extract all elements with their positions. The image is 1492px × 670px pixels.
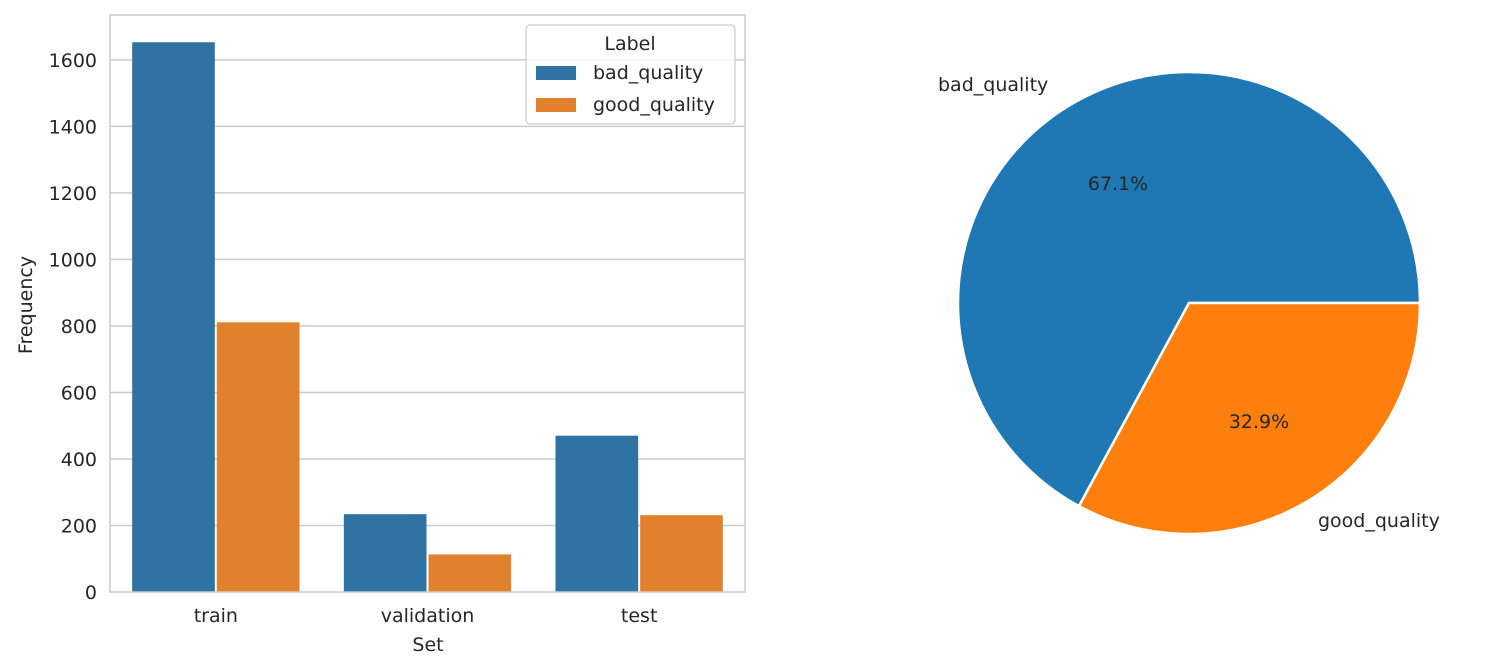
y-tick-label: 200	[61, 515, 97, 537]
bar-chart: 0 200 400 600 800 1000 1200 1400 1600 train valid…	[15, 14, 746, 656]
plot-frame	[109, 14, 746, 593]
bars	[132, 42, 723, 592]
legend-box	[525, 24, 736, 125]
bar-test-good-quality	[640, 515, 723, 592]
pie-chart: bad_quality good_quality 67.1% 32.9%	[938, 70, 1440, 536]
pie-slice-good-quality	[1077, 301, 1422, 536]
y-tick-label: 0	[85, 582, 97, 604]
legend-label-good-quality: good_quality	[593, 94, 715, 116]
pie-slices	[956, 70, 1422, 536]
y-tick-label: 1600	[49, 50, 97, 72]
pie-percent-bad-quality: 67.1%	[1088, 173, 1148, 195]
legend: Label bad_quality good_quality	[525, 24, 736, 125]
y-axis-label: Frequency	[15, 256, 37, 354]
legend-label-bad-quality: bad_quality	[593, 62, 703, 84]
legend-title: Label	[604, 33, 655, 55]
y-tick-labels: 0 200 400 600 800 1000 1200 1400 1600	[49, 50, 97, 604]
legend-swatch-good-quality	[536, 98, 576, 112]
bar-train-bad-quality	[132, 42, 215, 592]
x-tick-label: validation	[381, 605, 475, 627]
pie-percent-good-quality: 32.9%	[1229, 411, 1289, 433]
x-axis-label: Set	[412, 634, 443, 656]
x-tick-labels: train validation test	[194, 605, 658, 627]
legend-swatch-bad-quality	[536, 66, 576, 80]
bar-test-bad-quality	[555, 435, 639, 592]
y-tick-label: 1200	[49, 183, 97, 205]
bar-train-good-quality	[216, 322, 300, 592]
y-tick-label: 600	[61, 382, 97, 404]
x-tick-label: test	[621, 605, 658, 627]
y-tick-label: 400	[61, 449, 97, 471]
y-tick-label: 800	[61, 316, 97, 338]
bar-validation-good-quality	[428, 554, 512, 592]
pie-slice-bad-quality	[956, 70, 1422, 508]
y-gridlines	[110, 59, 745, 527]
pie-label-bad-quality: bad_quality	[938, 74, 1048, 96]
y-tick-label: 1400	[49, 116, 97, 138]
x-tick-label: train	[194, 605, 238, 627]
bar-validation-bad-quality	[343, 514, 427, 592]
pie-label-good-quality: good_quality	[1318, 510, 1440, 532]
y-tick-label: 1000	[49, 249, 97, 271]
